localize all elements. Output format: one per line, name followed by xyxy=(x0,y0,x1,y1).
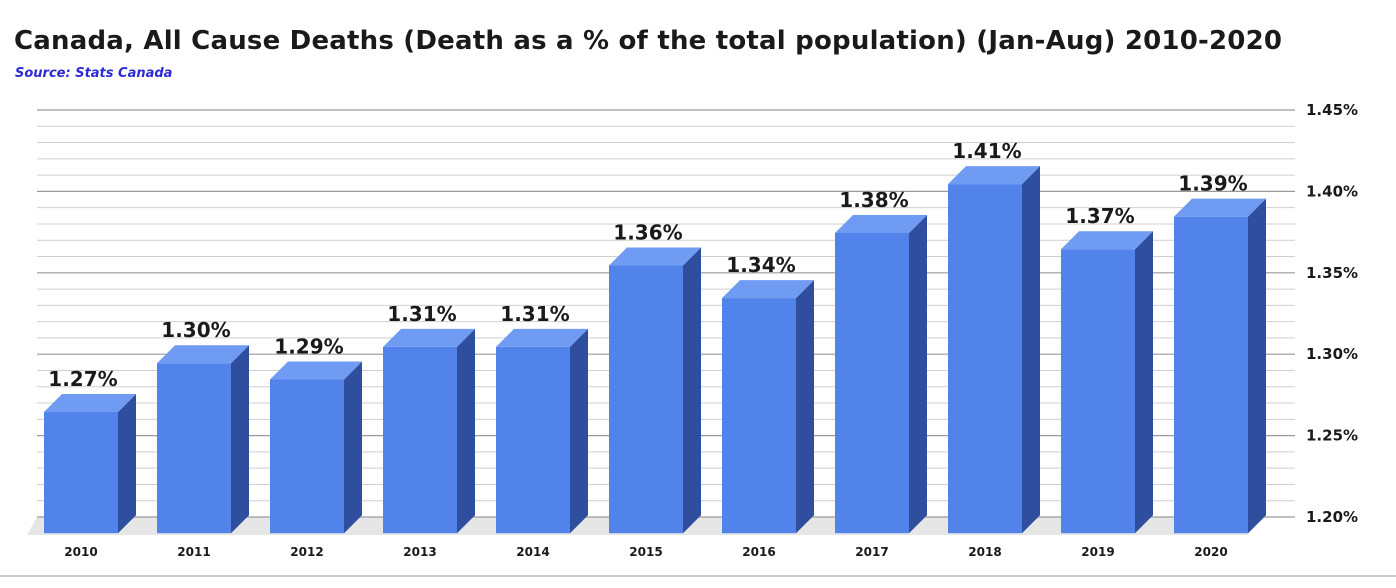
y-tick-label: 1.30% xyxy=(1306,345,1358,363)
bar xyxy=(496,346,570,534)
chart-title: Canada, All Cause Deaths (Death as a % o… xyxy=(14,26,1283,56)
bar-side xyxy=(909,214,927,534)
bar-top xyxy=(609,247,701,266)
data-label: 1.27% xyxy=(48,367,117,391)
bar xyxy=(44,412,118,534)
bar-top xyxy=(44,394,136,413)
data-label: 1.38% xyxy=(839,188,908,212)
bar-top xyxy=(722,280,814,299)
bar-side xyxy=(118,394,136,534)
bar-top xyxy=(948,166,1040,185)
x-tick-label: 2014 xyxy=(516,545,549,559)
bar xyxy=(270,379,344,534)
bar-top xyxy=(496,328,588,347)
bar-side xyxy=(1022,166,1040,534)
bar xyxy=(383,346,457,534)
bar-side xyxy=(457,328,475,534)
bar xyxy=(948,184,1022,534)
chart-subtitle: Source: Stats Canada xyxy=(15,66,173,81)
bar-side xyxy=(344,361,362,534)
bar-top xyxy=(157,345,249,364)
bar-side xyxy=(231,345,249,534)
bar-side xyxy=(1248,198,1266,534)
data-label: 1.36% xyxy=(613,221,682,245)
y-tick-label: 1.25% xyxy=(1306,427,1358,445)
y-tick-label: 1.45% xyxy=(1306,101,1358,119)
x-tick-label: 2015 xyxy=(629,545,662,559)
y-tick-label: 1.35% xyxy=(1306,264,1358,282)
x-tick-label: 2017 xyxy=(855,545,888,559)
bar xyxy=(609,265,683,534)
bar xyxy=(722,298,796,534)
x-tick-label: 2012 xyxy=(290,545,323,559)
bar-side xyxy=(1135,231,1153,534)
x-tick-label: 2010 xyxy=(64,545,97,559)
bar-top xyxy=(383,328,475,347)
data-label: 1.39% xyxy=(1178,172,1247,196)
x-tick-label: 2020 xyxy=(1194,545,1227,559)
bar-side xyxy=(683,247,701,534)
bar-top xyxy=(1174,198,1266,217)
data-label: 1.29% xyxy=(274,334,343,358)
data-label: 1.31% xyxy=(500,302,569,326)
y-tick-label: 1.40% xyxy=(1306,182,1358,200)
bar-top xyxy=(1061,231,1153,250)
bar xyxy=(1174,216,1248,534)
data-label: 1.37% xyxy=(1065,204,1134,228)
bar xyxy=(1061,249,1135,534)
data-label: 1.30% xyxy=(161,318,230,342)
data-label: 1.41% xyxy=(952,139,1021,163)
data-label: 1.34% xyxy=(726,253,795,277)
x-tick-label: 2013 xyxy=(403,545,436,559)
bar-side xyxy=(796,280,814,534)
bar-top xyxy=(835,214,927,233)
bar xyxy=(835,232,909,534)
x-tick-label: 2011 xyxy=(177,545,210,559)
x-tick-label: 2018 xyxy=(968,545,1001,559)
x-tick-label: 2019 xyxy=(1081,545,1114,559)
data-label: 1.31% xyxy=(387,302,456,326)
bar-side xyxy=(570,328,588,534)
x-tick-label: 2016 xyxy=(742,545,775,559)
y-tick-label: 1.20% xyxy=(1306,508,1358,526)
bar-top xyxy=(270,361,362,380)
bar xyxy=(157,363,231,534)
